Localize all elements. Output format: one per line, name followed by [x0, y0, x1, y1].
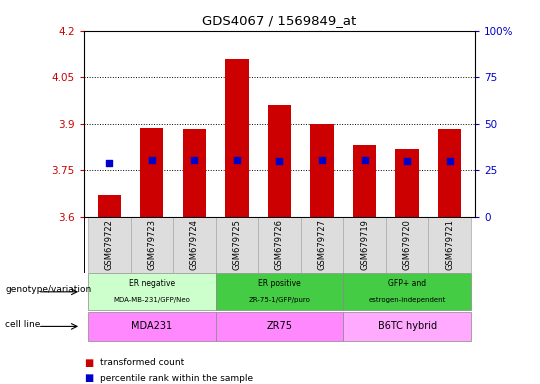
Text: ZR-75-1/GFP/puro: ZR-75-1/GFP/puro — [248, 297, 310, 303]
Text: GSM679725: GSM679725 — [232, 218, 241, 270]
Bar — [268, 105, 291, 217]
Bar — [140, 129, 164, 217]
Text: MDA231: MDA231 — [131, 321, 172, 331]
Point — [233, 157, 241, 164]
Bar — [173, 217, 215, 273]
Bar — [301, 217, 343, 273]
Bar — [395, 149, 419, 217]
Title: GDS4067 / 1569849_at: GDS4067 / 1569849_at — [202, 14, 356, 27]
Bar — [98, 195, 121, 217]
Bar — [88, 312, 215, 341]
Text: GSM679721: GSM679721 — [445, 218, 454, 270]
Text: GSM679724: GSM679724 — [190, 218, 199, 270]
Bar — [438, 129, 461, 217]
Text: GSM679726: GSM679726 — [275, 218, 284, 270]
Text: MDA-MB-231/GFP/Neo: MDA-MB-231/GFP/Neo — [113, 297, 190, 303]
Point — [446, 158, 454, 164]
Text: GSM679727: GSM679727 — [318, 218, 327, 270]
Bar — [258, 217, 301, 273]
Bar — [343, 217, 386, 273]
Text: GSM679723: GSM679723 — [147, 218, 156, 270]
Bar — [343, 312, 471, 341]
Bar — [343, 273, 471, 310]
Point — [318, 157, 326, 164]
Point — [360, 157, 369, 164]
Point — [147, 157, 156, 164]
Text: transformed count: transformed count — [100, 358, 184, 367]
Bar — [310, 124, 334, 217]
Point — [190, 157, 199, 164]
Text: ER positive: ER positive — [258, 279, 301, 288]
Text: GSM679719: GSM679719 — [360, 218, 369, 270]
Text: genotype/variation: genotype/variation — [5, 285, 92, 295]
Point — [403, 158, 411, 164]
Text: percentile rank within the sample: percentile rank within the sample — [100, 374, 253, 383]
Bar — [215, 312, 343, 341]
Bar — [88, 273, 215, 310]
Point — [275, 158, 284, 164]
Bar — [183, 129, 206, 217]
Text: cell line: cell line — [5, 320, 41, 329]
Bar — [131, 217, 173, 273]
Text: ■: ■ — [84, 358, 93, 368]
Text: GSM679722: GSM679722 — [105, 218, 114, 270]
Point — [105, 160, 113, 166]
Bar — [215, 217, 258, 273]
Bar — [353, 145, 376, 217]
Bar — [225, 59, 248, 217]
Text: GFP+ and: GFP+ and — [388, 279, 426, 288]
Text: ZR75: ZR75 — [266, 321, 293, 331]
Bar — [88, 217, 131, 273]
Bar — [428, 217, 471, 273]
Bar — [215, 273, 343, 310]
Text: ER negative: ER negative — [129, 279, 175, 288]
Text: ■: ■ — [84, 373, 93, 383]
Text: B6TC hybrid: B6TC hybrid — [377, 321, 437, 331]
Bar — [386, 217, 428, 273]
Text: GSM679720: GSM679720 — [403, 218, 411, 270]
Text: estrogen-independent: estrogen-independent — [368, 297, 446, 303]
